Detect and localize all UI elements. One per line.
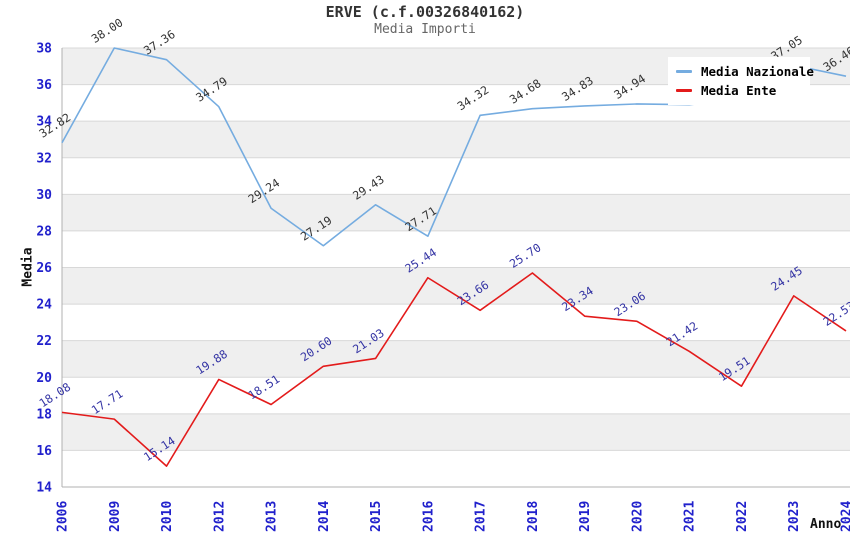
x-axis-title: Anno (810, 517, 842, 532)
chart-subtitle: Media Importi (374, 22, 476, 37)
y-axis-title: Media (20, 247, 36, 287)
y-tick-label: 34 (36, 115, 52, 130)
y-tick-label: 36 (36, 78, 52, 93)
y-tick-label: 30 (36, 188, 52, 203)
x-tick-label: 2023 (787, 501, 802, 532)
x-tick-label: 2014 (317, 501, 332, 532)
x-tick-label: 2019 (578, 501, 593, 532)
y-tick-label: 20 (36, 371, 52, 386)
y-tick-label: 16 (36, 444, 52, 459)
data-label-media-nazionale: 34.32 (455, 83, 492, 114)
y-tick-label: 38 (36, 42, 52, 57)
legend-swatch-media-ente (676, 89, 692, 92)
y-tick-label: 22 (36, 334, 52, 349)
x-tick-label: 2021 (683, 501, 698, 532)
plot-band (62, 267, 850, 305)
y-tick-label: 14 (36, 481, 52, 496)
legend-label: Media Nazionale (701, 64, 814, 79)
x-tick-label: 2009 (108, 501, 123, 532)
y-tick-label: 26 (36, 261, 52, 276)
plot-band (62, 413, 850, 451)
x-tick-label: 2018 (526, 501, 541, 532)
y-tick-label: 32 (36, 151, 52, 166)
legend-item-media-ente: Media Ente (676, 81, 810, 100)
x-tick-label: 2010 (160, 501, 175, 532)
x-tick-label: 2017 (474, 501, 489, 532)
y-tick-label: 24 (36, 298, 52, 313)
plot-band (62, 121, 850, 158)
legend: Media Nazionale Media Ente (668, 57, 814, 105)
data-label-media-ente: 25.70 (507, 240, 544, 271)
x-tick-label: 2022 (735, 501, 750, 532)
chart-title: ERVE (c.f.00326840162) (325, 3, 525, 21)
legend-label: Media Ente (701, 83, 777, 98)
y-tick-label: 28 (36, 224, 52, 239)
x-tick-label: 2016 (421, 501, 436, 532)
legend-swatch-media-nazionale (676, 70, 692, 73)
y-tick-label: 18 (36, 407, 52, 422)
x-tick-label: 2012 (212, 501, 227, 532)
data-label-media-ente: 17.71 (89, 386, 126, 417)
x-tick-label: 2013 (265, 501, 280, 532)
plot-band (62, 194, 850, 231)
series-line-media-ente (61, 272, 847, 467)
x-tick-label: 2006 (56, 501, 71, 532)
x-tick-label: 2020 (630, 501, 645, 532)
legend-item-media-nazionale: Media Nazionale (676, 62, 814, 81)
x-tick-label: 2024 (840, 501, 850, 532)
x-tick-label: 2015 (369, 501, 384, 532)
